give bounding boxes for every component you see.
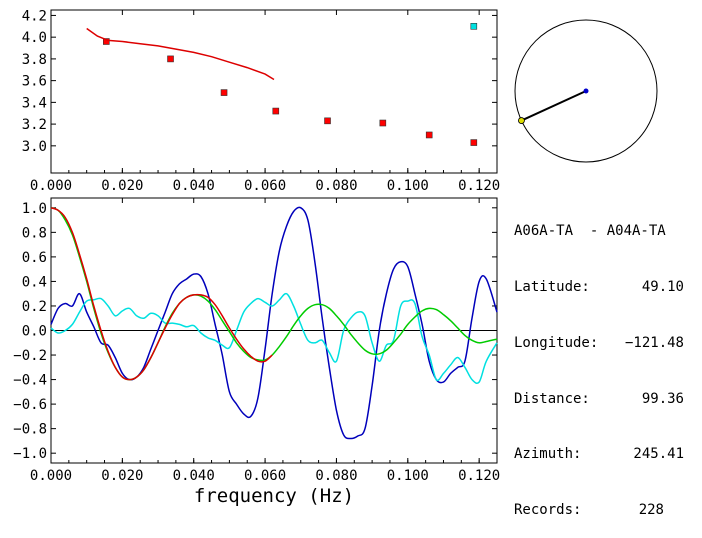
dispersion-y-tick-label: 3.6 [22, 74, 47, 90]
correlation-chart: 1.0 0.8 0.6 0.4 0.2 0.0 −0.2 −0.4 −0.6 −0.8 −1.0 0… [13, 197, 500, 507]
correlation-x-tick-label: 0.120 [458, 468, 500, 484]
dispersion-y-tick-label: 3.2 [22, 117, 47, 133]
dispersion-x-tick-label: 0.040 [173, 178, 215, 194]
latitude-row: Latitude: 49.10 [514, 278, 684, 297]
dispersion-y-tick-label: 3.0 [22, 139, 47, 155]
correlation-x-ticks: 0.000 0.020 0.040 0.060 0.080 0.100 0.120 [30, 198, 500, 484]
azimuth-label: Azimuth: [514, 446, 582, 463]
azimuth-center-dot [583, 88, 589, 94]
correlation-series [50, 206, 498, 440]
correlation-series-line-1 [50, 292, 498, 385]
dispersion-point [379, 119, 387, 127]
azimuth-end-dot [518, 117, 525, 124]
correlation-series-line-0 [50, 206, 498, 440]
correlation-y-tick-label: 0.0 [22, 324, 47, 340]
dispersion-point [220, 89, 228, 96]
latitude-value: 49.10 [641, 278, 684, 295]
dispersion-point [103, 38, 110, 45]
dispersion-y-ticks: 3.0 3.2 3.4 3.6 3.8 4.0 4.2 [22, 8, 497, 155]
correlation-y-tick-label: −1.0 [13, 446, 47, 462]
records-label: Records: [514, 502, 582, 519]
longitude-row: Longitude: −121.48 [514, 334, 684, 353]
correlation-x-tick-label: 0.060 [244, 468, 286, 484]
dispersion-x-tick-label: 0.080 [315, 178, 357, 194]
correlation-x-tick-label: 0.040 [173, 468, 215, 484]
dispersion-y-tick-label: 3.4 [22, 95, 47, 111]
correlation-y-tick-label: 0.6 [22, 250, 47, 266]
station-pair: A06A-TA - A04A-TA [514, 223, 666, 240]
correlation-y-ticks: 1.0 0.8 0.6 0.4 0.2 0.0 −0.2 −0.4 −0.6 −0.8 −1.0 [13, 201, 497, 462]
correlation-series-line-2 [50, 207, 498, 381]
dispersion-plot-frame [50, 9, 498, 174]
correlation-series-line-3 [50, 207, 273, 381]
dispersion-y-tick-label: 3.8 [22, 52, 47, 68]
distance-label: Distance: [514, 390, 590, 407]
dispersion-x-tick-label: 0.120 [458, 178, 500, 194]
dispersion-series [86, 22, 478, 146]
azimuth-row: Azimuth: 245.41 [514, 445, 684, 464]
azimuth-value: 245.41 [633, 446, 684, 463]
dispersion-point [425, 131, 433, 139]
latitude-label: Latitude: [514, 278, 590, 295]
dispersion-x-tick-label: 0.060 [244, 178, 286, 194]
longitude-value: −121.48 [624, 334, 684, 351]
correlation-y-tick-label: −0.6 [13, 397, 47, 413]
dispersion-model-line [86, 27, 275, 81]
figure: 3.03.23.43.63.84.04.2 0.000 0.020 0.040 0.0… [13, 8, 658, 507]
dispersion-x-ticks: 0.000 0.020 0.040 0.060 0.080 0.100 0.120 [30, 10, 500, 194]
records-row: Records: 228 [514, 501, 684, 520]
correlation-x-axis-label: frequency (Hz) [194, 485, 354, 507]
correlation-x-tick-label: 0.020 [101, 468, 143, 484]
correlation-y-tick-label: −0.8 [13, 422, 47, 438]
dispersion-point [470, 139, 478, 146]
records-value: 228 [638, 502, 664, 519]
dispersion-point [167, 55, 174, 63]
azimuth-ring [514, 19, 658, 163]
dispersion-y-tick-label: 4.2 [22, 8, 47, 24]
correlation-y-tick-label: 0.8 [22, 225, 47, 241]
correlation-x-tick-label: 0.080 [315, 468, 357, 484]
correlation-y-tick-label: 1.0 [22, 201, 47, 217]
dispersion-point [470, 22, 478, 30]
dispersion-y-tick-label: 4.0 [22, 30, 47, 46]
dispersion-x-tick-label: 0.020 [101, 178, 143, 194]
dispersion-point [324, 117, 331, 125]
correlation-y-tick-label: 0.2 [22, 299, 47, 315]
station-info-panel: A06A-TA - A04A-TA Latitude: 49.10 Longitu… [514, 185, 684, 538]
longitude-label: Longitude: [514, 334, 599, 351]
distance-row: Distance: 99.36 [514, 390, 684, 409]
distance-value: 99.36 [641, 390, 684, 407]
azimuth-line [521, 90, 587, 122]
dispersion-x-tick-label: 0.100 [387, 178, 429, 194]
azimuth-polar-plot [514, 19, 658, 163]
correlation-y-tick-label: −0.2 [13, 348, 47, 364]
correlation-y-tick-label: 0.4 [22, 274, 47, 290]
dispersion-point [272, 107, 280, 115]
correlation-x-tick-label: 0.000 [30, 468, 72, 484]
dispersion-chart: 3.03.23.43.63.84.04.2 0.000 0.020 0.040 0.0… [22, 8, 501, 194]
dispersion-x-tick-label: 0.000 [30, 178, 72, 194]
correlation-y-tick-label: −0.4 [13, 373, 47, 389]
correlation-x-tick-label: 0.100 [387, 468, 429, 484]
